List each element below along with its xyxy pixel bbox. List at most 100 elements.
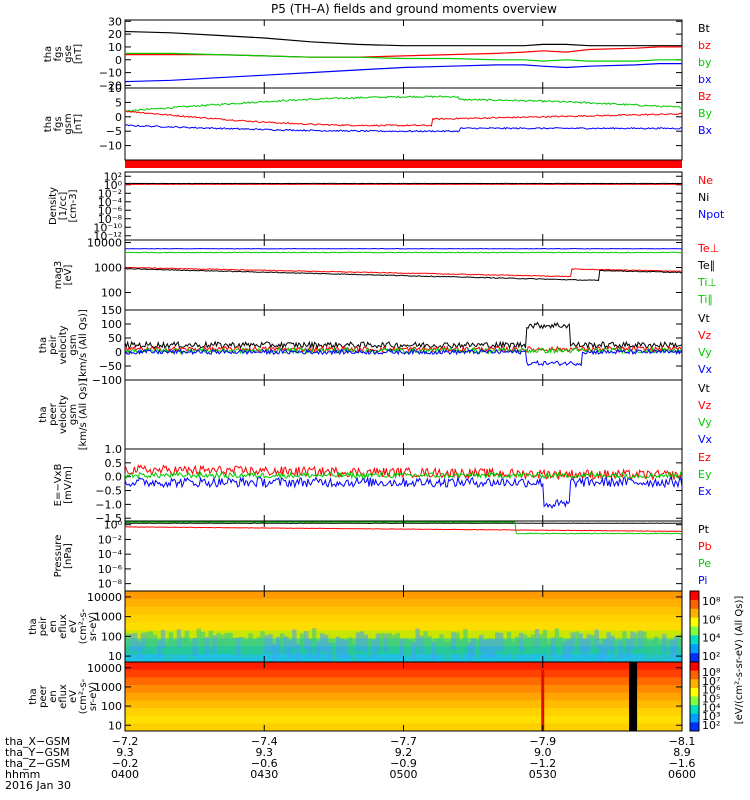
spectrogram-noise <box>602 639 607 658</box>
panel-2: 105 0−5 −10 tha fgs gsm [nT] Bz By Bx <box>43 82 713 161</box>
legend-entry: Bx <box>698 124 713 137</box>
spectrogram-band <box>125 622 682 631</box>
spectrogram-band <box>125 598 682 608</box>
y-axis-label-line: tha <box>43 116 54 132</box>
panel-frame <box>124 87 683 161</box>
y-tick-label: 150 <box>101 304 122 317</box>
series-Ey <box>124 470 683 480</box>
spectrogram-noise <box>514 636 520 655</box>
spectrogram-noise <box>498 632 504 651</box>
spectrogram-noise <box>618 640 623 659</box>
spectrogram-noise <box>315 640 321 659</box>
y-axis-label-line: [nPa] <box>63 543 74 569</box>
spectrogram-noise <box>200 631 205 650</box>
legend-entry: Vx <box>698 363 713 376</box>
series-Vz <box>124 344 683 354</box>
colorbar-tick-label: 10⁶ <box>702 613 721 626</box>
spectrogram-noise <box>232 637 237 656</box>
x-axis-block: tha_X−GSM −7.2 −7.4 −7.7 −7.9 −8.1 tha_Y−GSM 9.… <box>5 20 696 792</box>
spectrogram-noise <box>411 642 416 661</box>
y-tick-label: 10000 <box>87 591 122 604</box>
spectrogram-noise <box>323 634 329 653</box>
y-axis-label-line: eflux <box>58 614 69 639</box>
spectrogram-noise <box>224 632 229 651</box>
legend-entry: Pi <box>698 574 707 587</box>
spectrogram-noise <box>347 637 353 656</box>
y-tick-label: 10⁻¹⁰ <box>93 221 122 234</box>
spectrogram-noise <box>526 637 532 656</box>
spectrogram-noise <box>367 639 373 658</box>
spectrogram-noise <box>658 642 663 661</box>
spectrogram-noise <box>451 631 456 650</box>
spectrogram-noise <box>276 636 281 655</box>
y-axis-label-line: tha <box>38 406 49 422</box>
legend-entry: Te∥ <box>697 259 715 272</box>
series-Bt <box>124 30 682 47</box>
spectrogram-noise <box>260 631 265 650</box>
colorbar-tick-label: 10² <box>702 650 720 663</box>
y-tick-label: 10 <box>108 719 122 732</box>
y-axis-label-line: fgs <box>53 116 64 131</box>
y-axis-label-line: fgs <box>53 46 64 61</box>
y-tick-label: 0.5 <box>105 457 123 470</box>
colorbar-tick-label: 10⁸ <box>702 595 721 608</box>
legend-entry: bx <box>698 73 712 86</box>
legend-entry: by <box>698 56 712 69</box>
series-Ti-par <box>124 267 683 282</box>
legend-entry: Ti⊥ <box>697 276 717 289</box>
spectrogram-noise <box>280 633 285 652</box>
spectrogram-noise <box>471 638 476 657</box>
x-row-value: −7.4 <box>251 735 278 748</box>
y-tick-label: 0 <box>115 54 122 67</box>
spectrogram-noise <box>674 636 679 655</box>
y-tick-label: 10⁻² <box>98 187 122 200</box>
x-row-value: −0.2 <box>112 757 139 770</box>
spectrogram-noise <box>184 630 190 649</box>
x-row-value: −1.6 <box>669 757 696 770</box>
y-tick-label: 10 <box>108 650 122 663</box>
spectrogram-noise <box>180 637 186 656</box>
spectrogram-noise <box>491 639 496 658</box>
colorbar-segment <box>690 662 699 672</box>
series-By <box>124 95 682 112</box>
spectrogram-noise <box>582 639 587 658</box>
spectrogram-band <box>125 669 682 678</box>
y-axis-label-line: [cm-3] <box>68 189 79 222</box>
spectrogram-noise <box>678 634 683 653</box>
legend-entry: Bt <box>698 22 711 35</box>
x-row-label: tha_Z−GSM <box>5 757 70 770</box>
spectrogram-noise <box>391 634 396 653</box>
spectrogram-noise <box>308 639 313 658</box>
spectrogram-noise <box>626 638 631 657</box>
spectrogram-noise <box>554 628 560 647</box>
legend-entry: Pe <box>698 557 711 570</box>
y-axis-label-line: peir <box>48 334 59 354</box>
spectrogram-noise <box>634 632 639 651</box>
spectrogram-noise <box>638 630 643 649</box>
series-Pb <box>125 526 682 532</box>
spectrogram-noise <box>371 639 377 658</box>
x-row-value: −0.6 <box>251 757 278 770</box>
spectrogram-noise <box>479 634 484 653</box>
y-axis-label-line: eV <box>68 620 79 633</box>
colorbar-segment <box>690 608 699 619</box>
spectrogram-noise <box>530 634 536 653</box>
x-row-value: −7.7 <box>390 735 417 748</box>
y-axis-label-line: en <box>48 690 59 703</box>
panel-frame <box>124 520 683 592</box>
y-tick-label: 10⁻² <box>98 533 122 546</box>
spectrogram-noise <box>284 636 289 655</box>
y-axis-label-line: [km/s (All Qs)] <box>78 309 89 381</box>
spectrogram-noise <box>443 642 448 661</box>
y-tick-label: −5 <box>106 125 122 138</box>
spectrogram-noise <box>606 632 611 651</box>
spectrogram-noise <box>196 628 201 647</box>
colorbar-tick-label: 10² <box>702 719 720 732</box>
y-axis-label-line: [mV/m] <box>63 466 74 504</box>
spectrogram-noise <box>550 637 556 656</box>
spectrogram-noise <box>506 631 512 650</box>
spectrogram-noise <box>578 633 583 652</box>
spectrogram-noise <box>311 628 317 647</box>
panel-10: 10000 1000 100 10 tha peer en eflux eV (cm²-s-sr-… <box>28 661 721 732</box>
spectrogram-noise <box>666 641 671 660</box>
